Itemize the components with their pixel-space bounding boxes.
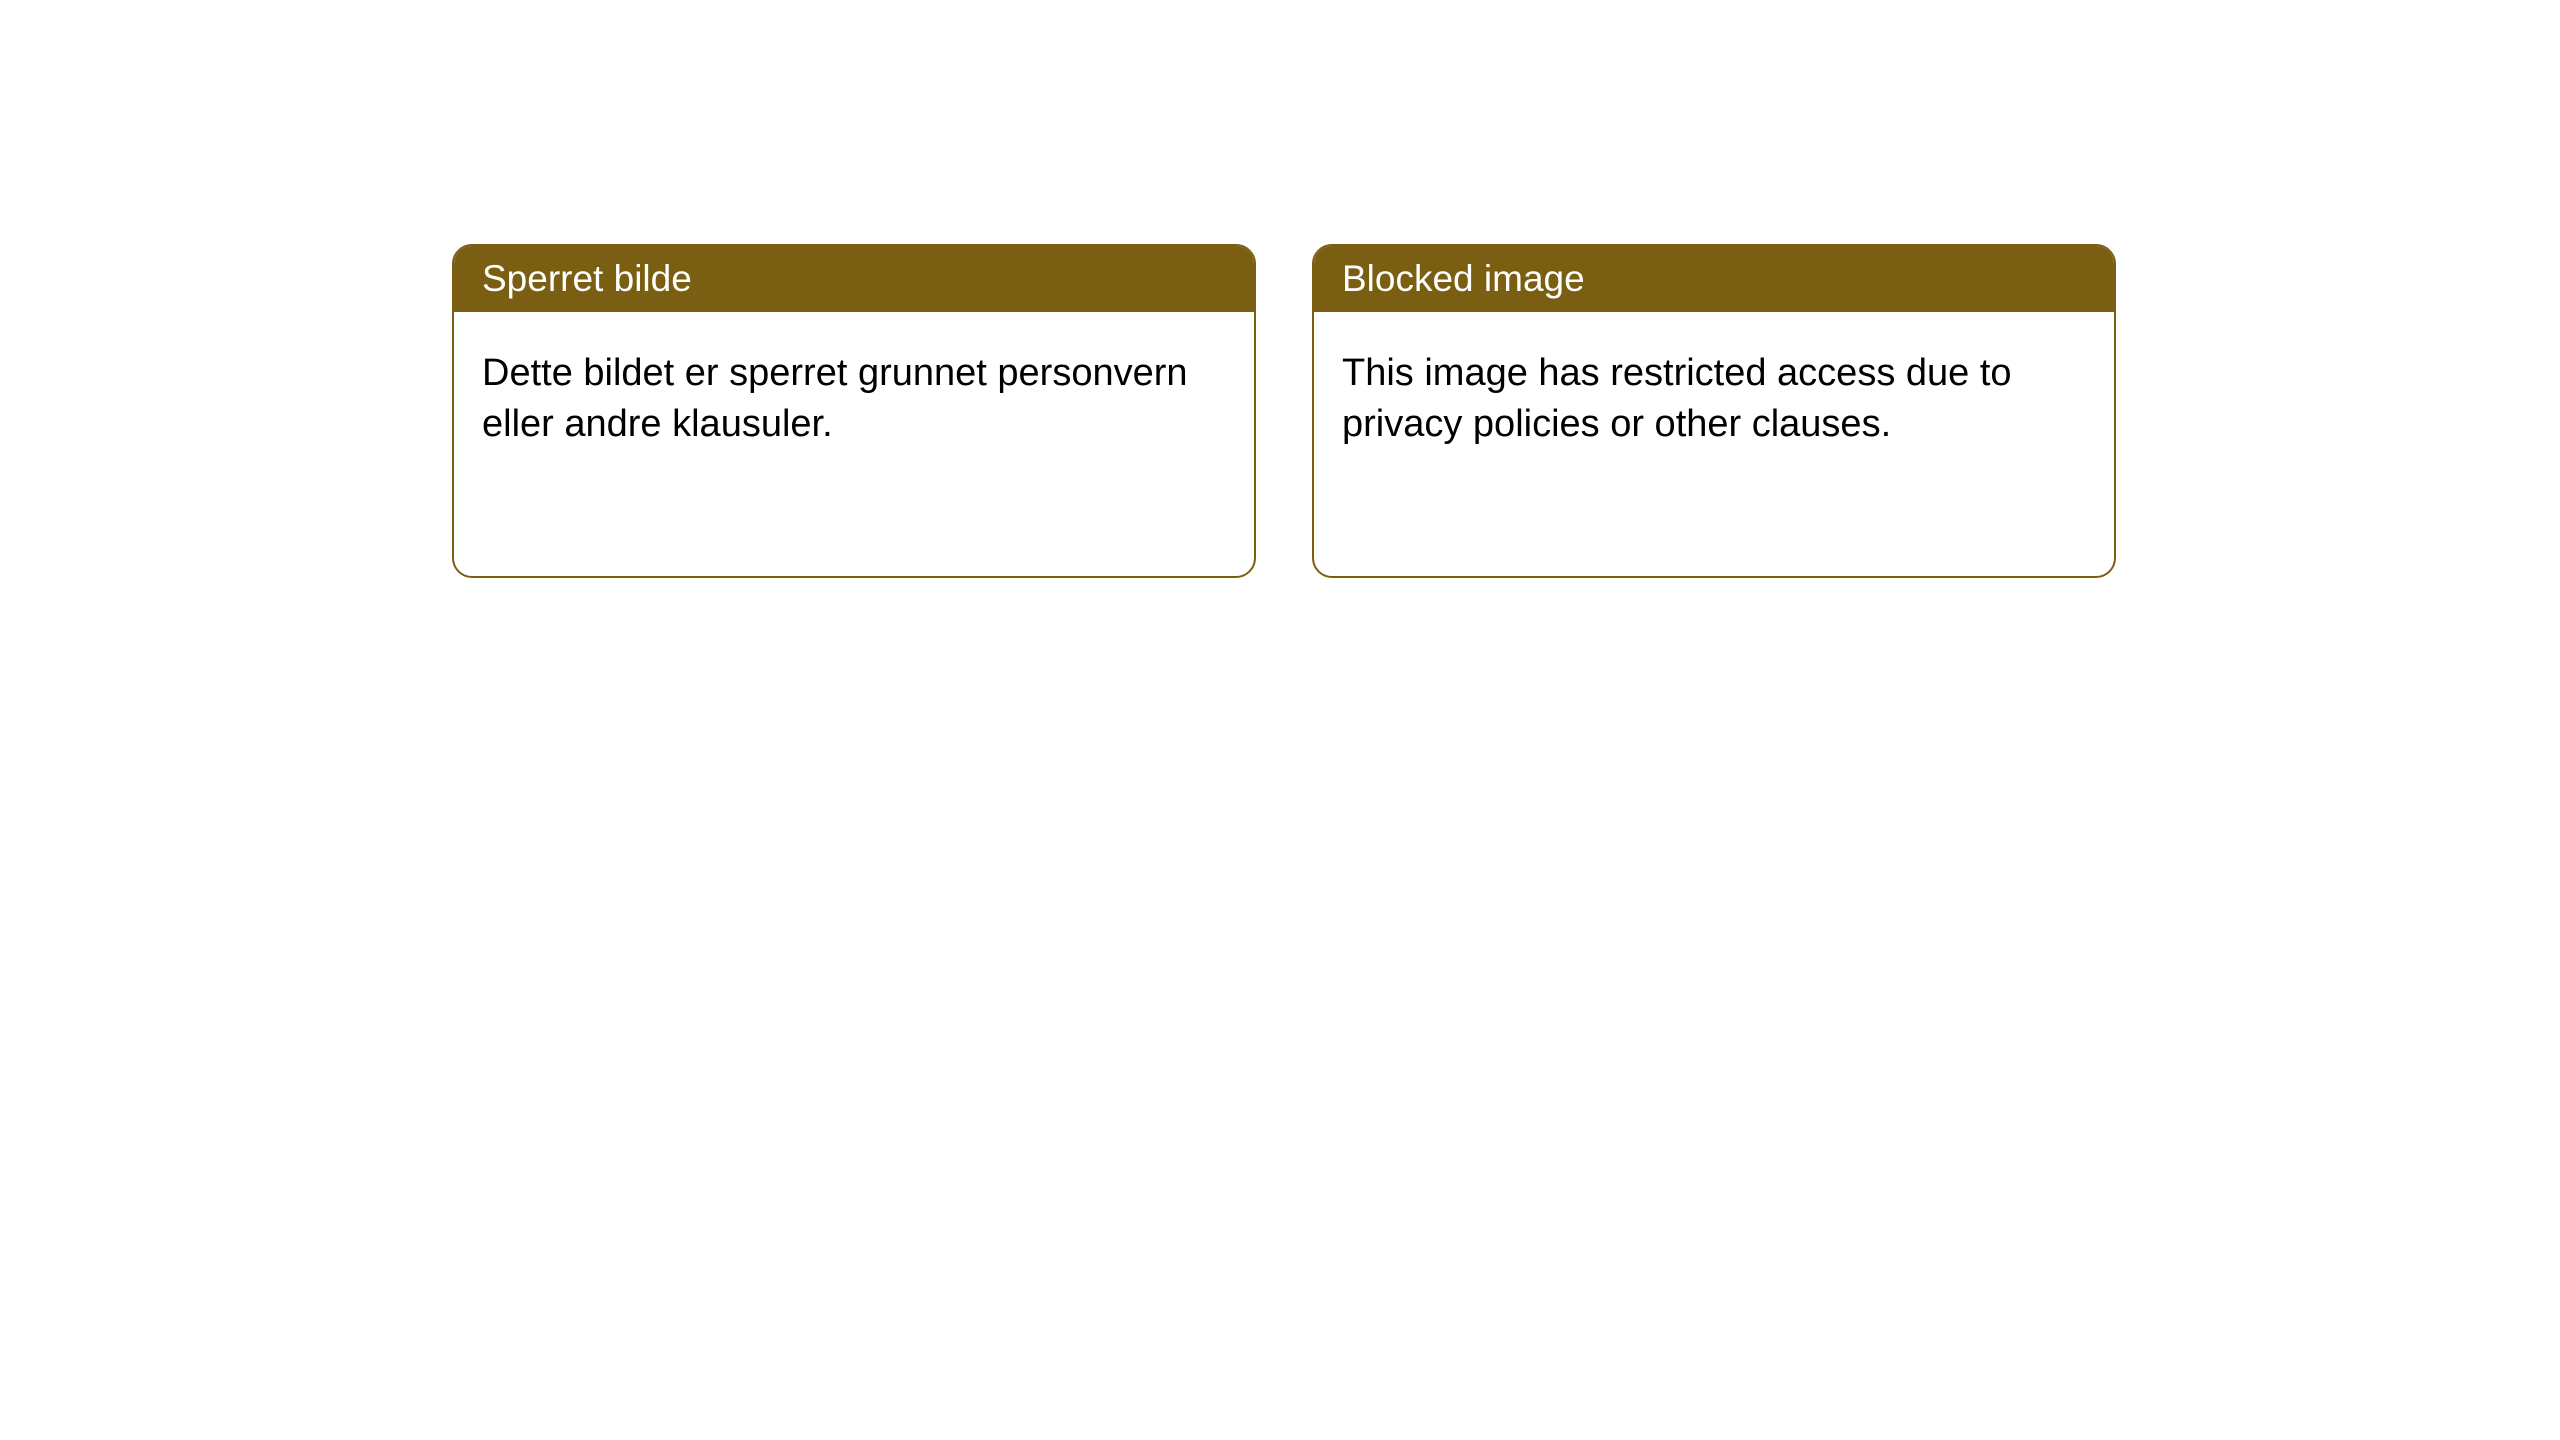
card-body-text: Dette bildet er sperret grunnet personve… [482, 352, 1188, 445]
card-body: This image has restricted access due to … [1314, 312, 2114, 487]
notice-card-norwegian: Sperret bilde Dette bildet er sperret gr… [452, 244, 1256, 578]
notice-card-english: Blocked image This image has restricted … [1312, 244, 2116, 578]
card-header: Sperret bilde [454, 246, 1254, 312]
card-body-text: This image has restricted access due to … [1342, 352, 2012, 445]
card-header: Blocked image [1314, 246, 2114, 312]
card-body: Dette bildet er sperret grunnet personve… [454, 312, 1254, 487]
card-title: Sperret bilde [482, 258, 692, 299]
notice-container: Sperret bilde Dette bildet er sperret gr… [0, 0, 2560, 578]
card-title: Blocked image [1342, 258, 1585, 299]
